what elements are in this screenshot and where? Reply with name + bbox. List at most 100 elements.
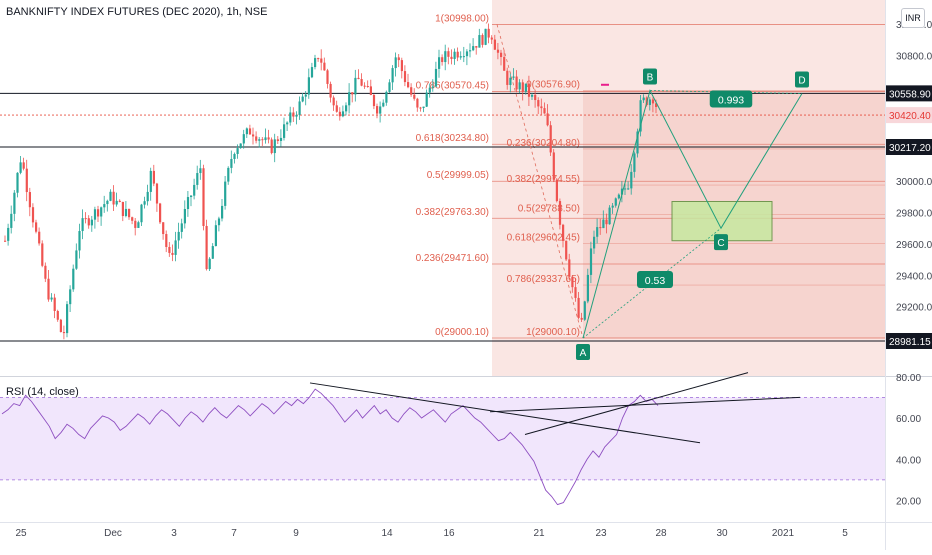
rsi-y-tick-label: 60.00	[896, 414, 921, 425]
candle-body	[289, 112, 292, 123]
candle-body	[506, 70, 509, 85]
y-tick-label: 29600.00	[896, 240, 932, 251]
candle-body	[490, 37, 493, 40]
candle-body	[214, 225, 217, 247]
candle-body	[611, 205, 614, 208]
candle-body	[273, 139, 276, 154]
rsi-trendline-1	[309, 382, 701, 444]
candle-body	[453, 51, 456, 59]
candle-body	[620, 188, 624, 195]
currency-badge[interactable]: INR	[901, 8, 925, 28]
candle-body	[35, 222, 38, 232]
candle-body	[193, 184, 196, 196]
candle-body	[558, 201, 562, 225]
candle-body	[524, 83, 527, 92]
candle-body	[534, 94, 537, 101]
candle-body	[50, 297, 53, 300]
candle-body	[608, 207, 611, 225]
candle-body	[503, 57, 506, 71]
candle-body	[518, 82, 521, 90]
candle-body	[478, 35, 481, 48]
pattern-ratio-badge-1	[637, 270, 673, 288]
candle-body	[583, 301, 586, 320]
candle-body	[571, 276, 574, 288]
candle-body	[568, 259, 571, 277]
candle-body	[118, 200, 121, 202]
x-tick-label-1: Dec	[104, 528, 122, 539]
candle-body	[267, 137, 270, 140]
candle-body	[72, 268, 75, 290]
price-tag-bg-3	[886, 333, 932, 349]
pattern-point-d-badge	[795, 71, 809, 88]
candle-body	[540, 106, 543, 109]
candle-body	[196, 173, 199, 185]
candle-body	[469, 50, 472, 52]
candle-body	[407, 82, 410, 88]
candle-body	[382, 102, 385, 107]
fib-label-3: 0.5(29999.05)	[427, 170, 489, 181]
rsi-y-tick-label: 20.00	[896, 497, 921, 508]
candle-body	[543, 108, 546, 114]
fib-label-0: 1(30998.00)	[435, 13, 489, 24]
candle-body	[493, 39, 496, 50]
price-tag-bg-1	[886, 107, 932, 124]
candle-body	[413, 94, 416, 99]
candle-body	[258, 139, 261, 141]
candle-body	[419, 107, 422, 109]
candle-body	[475, 46, 478, 48]
candle-body	[602, 219, 605, 229]
candle-body	[633, 153, 636, 172]
x-tick-label-9: 28	[655, 528, 667, 539]
candle-body	[97, 209, 100, 217]
candle-body	[292, 112, 295, 117]
candle-body	[345, 105, 348, 112]
candle-body	[500, 52, 503, 58]
chart-title: BANKNIFTY INDEX FUTURES (DEC 2020), 1h, …	[6, 6, 268, 18]
candle-body	[422, 106, 425, 108]
candle-body	[487, 28, 490, 38]
pattern-point-a: A	[580, 348, 587, 359]
candle-body	[639, 100, 642, 132]
candle-body	[354, 77, 357, 95]
fib2-label-4: 0.618(29602.45)	[507, 232, 580, 243]
candle-body	[224, 181, 227, 206]
fib-label-6: 0(29000.10)	[435, 327, 489, 338]
candle-body	[596, 227, 599, 237]
candle-body	[599, 227, 602, 229]
candle-body	[78, 231, 81, 251]
candle-body	[338, 111, 341, 117]
candle-body	[159, 203, 162, 223]
x-tick-label-4: 9	[293, 528, 299, 539]
candle-body	[236, 148, 239, 154]
candle-body	[509, 77, 512, 85]
candle-body	[341, 111, 345, 117]
x-tick-label-6: 16	[443, 528, 455, 539]
candle-body	[121, 201, 124, 217]
candle-body	[199, 168, 202, 174]
candle-body	[332, 97, 335, 106]
pattern-point-a-badge	[576, 344, 590, 361]
fib-label-5: 0.236(29471.60)	[416, 253, 489, 264]
candle-body	[614, 198, 617, 206]
candle-body	[462, 56, 465, 58]
candle-body	[149, 170, 152, 192]
candle-body	[496, 49, 500, 53]
candle-body	[397, 57, 400, 61]
fib-label-1: 0.786(30570.45)	[416, 81, 489, 92]
fib2-label-3: 0.5(29788.50)	[518, 203, 580, 214]
pattern-point-c: C	[717, 238, 724, 249]
candle-body	[190, 195, 193, 198]
candle-body	[242, 134, 245, 144]
candle-body	[450, 56, 453, 59]
candle-body	[264, 137, 267, 141]
candle-body	[624, 188, 627, 190]
candle-body	[53, 297, 56, 311]
candle-body	[283, 124, 286, 138]
candle-body	[44, 265, 47, 279]
x-tick-label-5: 14	[381, 528, 393, 539]
candle-body	[134, 220, 137, 228]
candle-body	[90, 219, 93, 226]
candle-body	[25, 168, 28, 193]
candle-body	[537, 100, 540, 107]
